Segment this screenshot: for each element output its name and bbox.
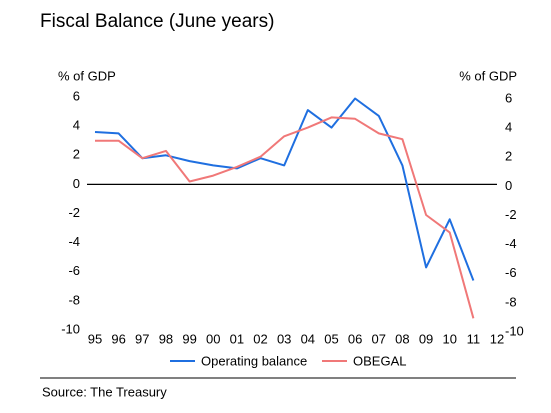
- x-tick-label: 01: [230, 331, 244, 346]
- x-tick-label: 95: [88, 331, 102, 346]
- y2-tick-label: 2: [505, 149, 512, 164]
- x-tick-label: 02: [253, 331, 267, 346]
- x-tick-label: 08: [395, 331, 409, 346]
- legend-label: OBEGAL: [353, 353, 406, 368]
- x-tick-label: 96: [111, 331, 125, 346]
- y2-tick-label: 4: [505, 120, 512, 135]
- legend-label: Operating balance: [201, 353, 307, 368]
- y2-tick-label: -6: [505, 265, 517, 280]
- y-tick-label: 4: [73, 118, 80, 133]
- x-tick-label: 05: [324, 331, 338, 346]
- x-tick-label: 12: [490, 331, 504, 346]
- y2-tick-label: 6: [505, 90, 512, 105]
- x-tick-label: 11: [467, 331, 481, 346]
- y-tick-label: -4: [68, 234, 80, 249]
- x-tick-label: 07: [372, 331, 386, 346]
- x-tick-label: 03: [277, 331, 291, 346]
- x-tick-label: 97: [135, 331, 149, 346]
- y2-tick-label: -10: [505, 323, 524, 338]
- y-tick-label: 0: [73, 176, 80, 191]
- y2-axis-label: % of GDP: [459, 68, 517, 83]
- series-line: [94, 97, 475, 281]
- y-tick-label: 2: [73, 147, 80, 162]
- y-tick-label: -6: [68, 263, 80, 278]
- x-tick-label: 99: [182, 331, 196, 346]
- x-tick-label: 00: [206, 331, 220, 346]
- y-axis-label: % of GDP: [58, 68, 116, 83]
- y-tick-label: -8: [68, 292, 80, 307]
- x-tick-label: 09: [419, 331, 433, 346]
- y2-tick-label: 0: [505, 178, 512, 193]
- y-tick-label: 6: [73, 88, 80, 103]
- y-tick-label: -10: [61, 321, 80, 336]
- y2-tick-label: -2: [505, 207, 517, 222]
- y-tick-label: -2: [68, 205, 80, 220]
- source-note: Source: The Treasury: [42, 384, 167, 399]
- x-tick-label: 10: [442, 331, 456, 346]
- y2-tick-label: -8: [505, 294, 517, 309]
- x-tick-label: 04: [301, 331, 315, 346]
- x-tick-label: 06: [348, 331, 362, 346]
- x-tick-label: 98: [159, 331, 173, 346]
- series-line: [95, 116, 475, 319]
- y2-tick-label: -4: [505, 236, 517, 251]
- chart-title: Fiscal Balance (June years): [40, 11, 274, 32]
